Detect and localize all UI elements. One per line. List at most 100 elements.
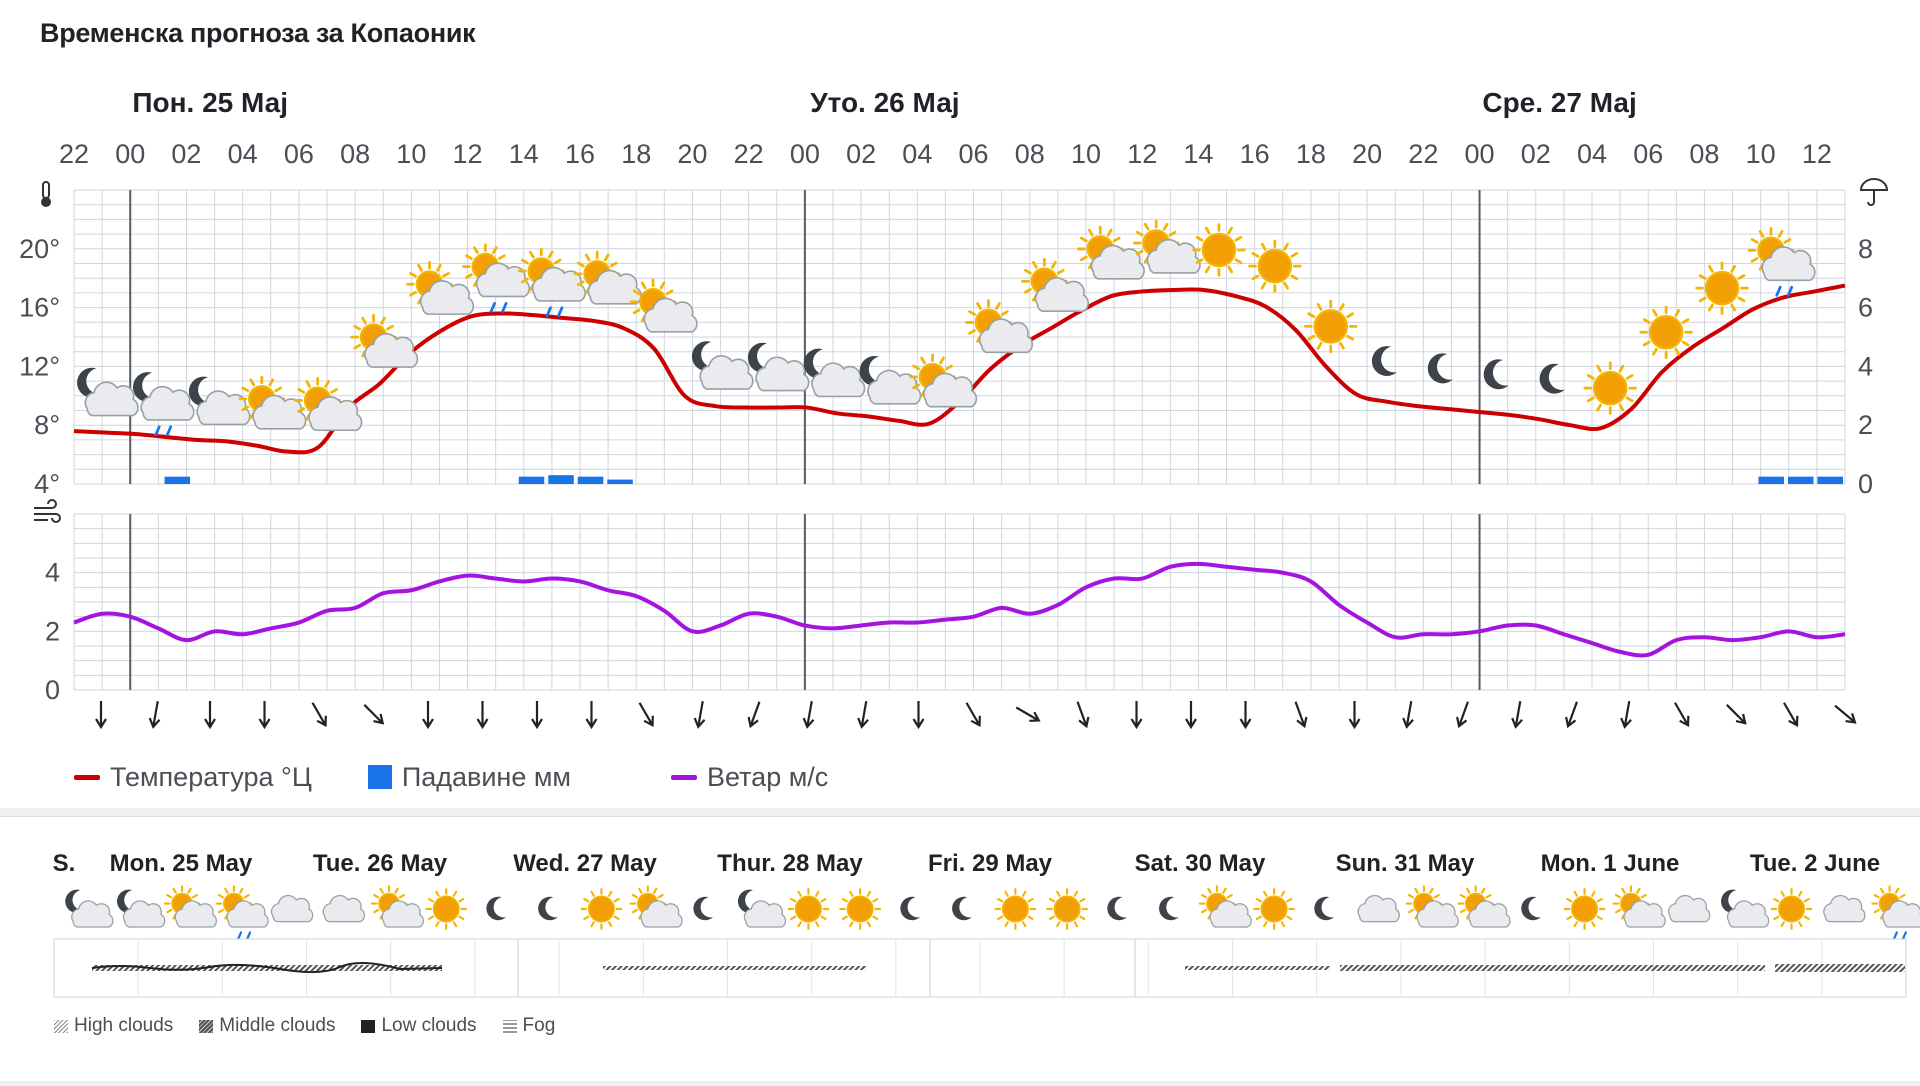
cloud-body (1669, 896, 1710, 922)
sun-ray (1318, 343, 1321, 348)
precip-bar (607, 480, 633, 484)
legend-wind-label: Ветар м/с (707, 762, 828, 793)
sun-ray (615, 899, 619, 901)
cloud-body (1824, 896, 1865, 922)
hour-label: 08 (340, 139, 370, 169)
sun-ray (1622, 889, 1624, 893)
sun-ray (1005, 922, 1007, 926)
wind-direction-arrow (1511, 700, 1525, 727)
hour-label: 06 (1633, 139, 1663, 169)
cloud-body (1728, 901, 1769, 927)
sun-ray (1637, 889, 1639, 893)
hour-label: 02 (846, 139, 876, 169)
wind-direction-arrow (423, 701, 433, 727)
sun-ray (245, 895, 249, 897)
sun-ray (1257, 917, 1261, 919)
wind-direction-arrow (478, 701, 488, 727)
cloud-shape (1669, 896, 1710, 922)
sun-ray (436, 922, 438, 926)
daily-weather-icon (1159, 897, 1179, 920)
wind-direction-arrow (361, 701, 386, 726)
daily-weather-icon (1565, 889, 1605, 929)
sun-ray (240, 889, 242, 893)
umbrella-icon (1861, 179, 1887, 205)
legend-wind[interactable]: Ветар м/с (671, 762, 828, 793)
wind-direction-arrow (148, 700, 162, 727)
cloud-body (1358, 896, 1399, 922)
sun-ray (1080, 899, 1084, 901)
arrow-shaft (1727, 705, 1745, 723)
sun-ray (1616, 910, 1620, 912)
sun-ray (1435, 895, 1439, 897)
hour-label: 22 (59, 139, 89, 169)
hour-label: 14 (509, 139, 539, 169)
hourly-weather-icon (189, 377, 250, 425)
sun-disc (796, 896, 821, 921)
rain-drop (491, 303, 494, 311)
wind-direction-arrow (962, 700, 984, 728)
moon-shape (486, 897, 506, 920)
sun-disc (434, 896, 459, 921)
legend-precipitation[interactable]: Падавине мм (368, 762, 571, 793)
sun-ray (1050, 917, 1054, 919)
wind-gust (34, 500, 60, 522)
hour-label: 20 (677, 139, 707, 169)
daily-weather-icon (789, 889, 829, 929)
cloud-body (744, 901, 785, 927)
cloud-band (1185, 966, 1330, 970)
hour-label: 08 (1689, 139, 1719, 169)
wind-line (74, 564, 1845, 656)
sun-disc (1594, 372, 1626, 404)
sun-ray (1739, 298, 1744, 301)
cloud-band (603, 966, 866, 970)
moon-shape (1428, 353, 1453, 383)
daily-weather-icon (900, 897, 920, 920)
arrow-shaft (364, 705, 382, 723)
wind-direction-arrow (1671, 700, 1693, 728)
cloud-band (1775, 964, 1905, 972)
sun-ray (639, 889, 641, 893)
rain-drop (503, 303, 506, 311)
hour-label: 20 (1352, 139, 1382, 169)
day-name: Sat. 30 May (1135, 850, 1266, 877)
daily-weather-icon (486, 897, 506, 920)
sun-ray (1164, 224, 1167, 229)
daily-weather-icon (217, 887, 268, 939)
daily-weather-icon (738, 890, 786, 927)
hourly-weather-icon (240, 377, 306, 429)
hourly-weather-icon (1023, 259, 1089, 311)
sun-ray (193, 895, 197, 897)
daily-weather-icon (996, 889, 1036, 929)
cloud-body (812, 363, 865, 396)
wind-direction-arrow (802, 700, 816, 727)
sun-ray (615, 917, 619, 919)
sun-ray (459, 899, 463, 901)
sun-ray (998, 917, 1002, 919)
sun-ray (1805, 917, 1809, 919)
sun-ray (1799, 922, 1801, 926)
wind-direction-arrow (96, 701, 106, 727)
temp-tick-label: 20° (19, 234, 60, 264)
sun-ray (843, 899, 847, 901)
legend-temperature[interactable]: Температура °Ц (74, 762, 312, 793)
daily-weather-icon (840, 889, 880, 929)
sun-ray (438, 265, 441, 270)
cloud-legend-high: High clouds (54, 1015, 173, 1037)
sun-disc (1259, 250, 1291, 282)
cloud-shape (812, 363, 865, 396)
daily-weather-icon (1459, 887, 1510, 928)
sun-ray (1575, 922, 1577, 926)
sun-ray (1050, 899, 1054, 901)
sun-ray (1264, 922, 1266, 926)
cloud-body (272, 896, 313, 922)
moon-shape (538, 897, 558, 920)
sun-ray (1653, 349, 1656, 354)
sun-ray (816, 892, 818, 896)
sun-ray (799, 892, 801, 896)
sun-ray (998, 899, 1002, 901)
hour-label: 12 (1127, 139, 1157, 169)
sun-ray (1409, 895, 1413, 897)
wind-direction-arrow (1563, 700, 1581, 728)
legend-temperature-label: Температура °Ц (110, 762, 312, 793)
